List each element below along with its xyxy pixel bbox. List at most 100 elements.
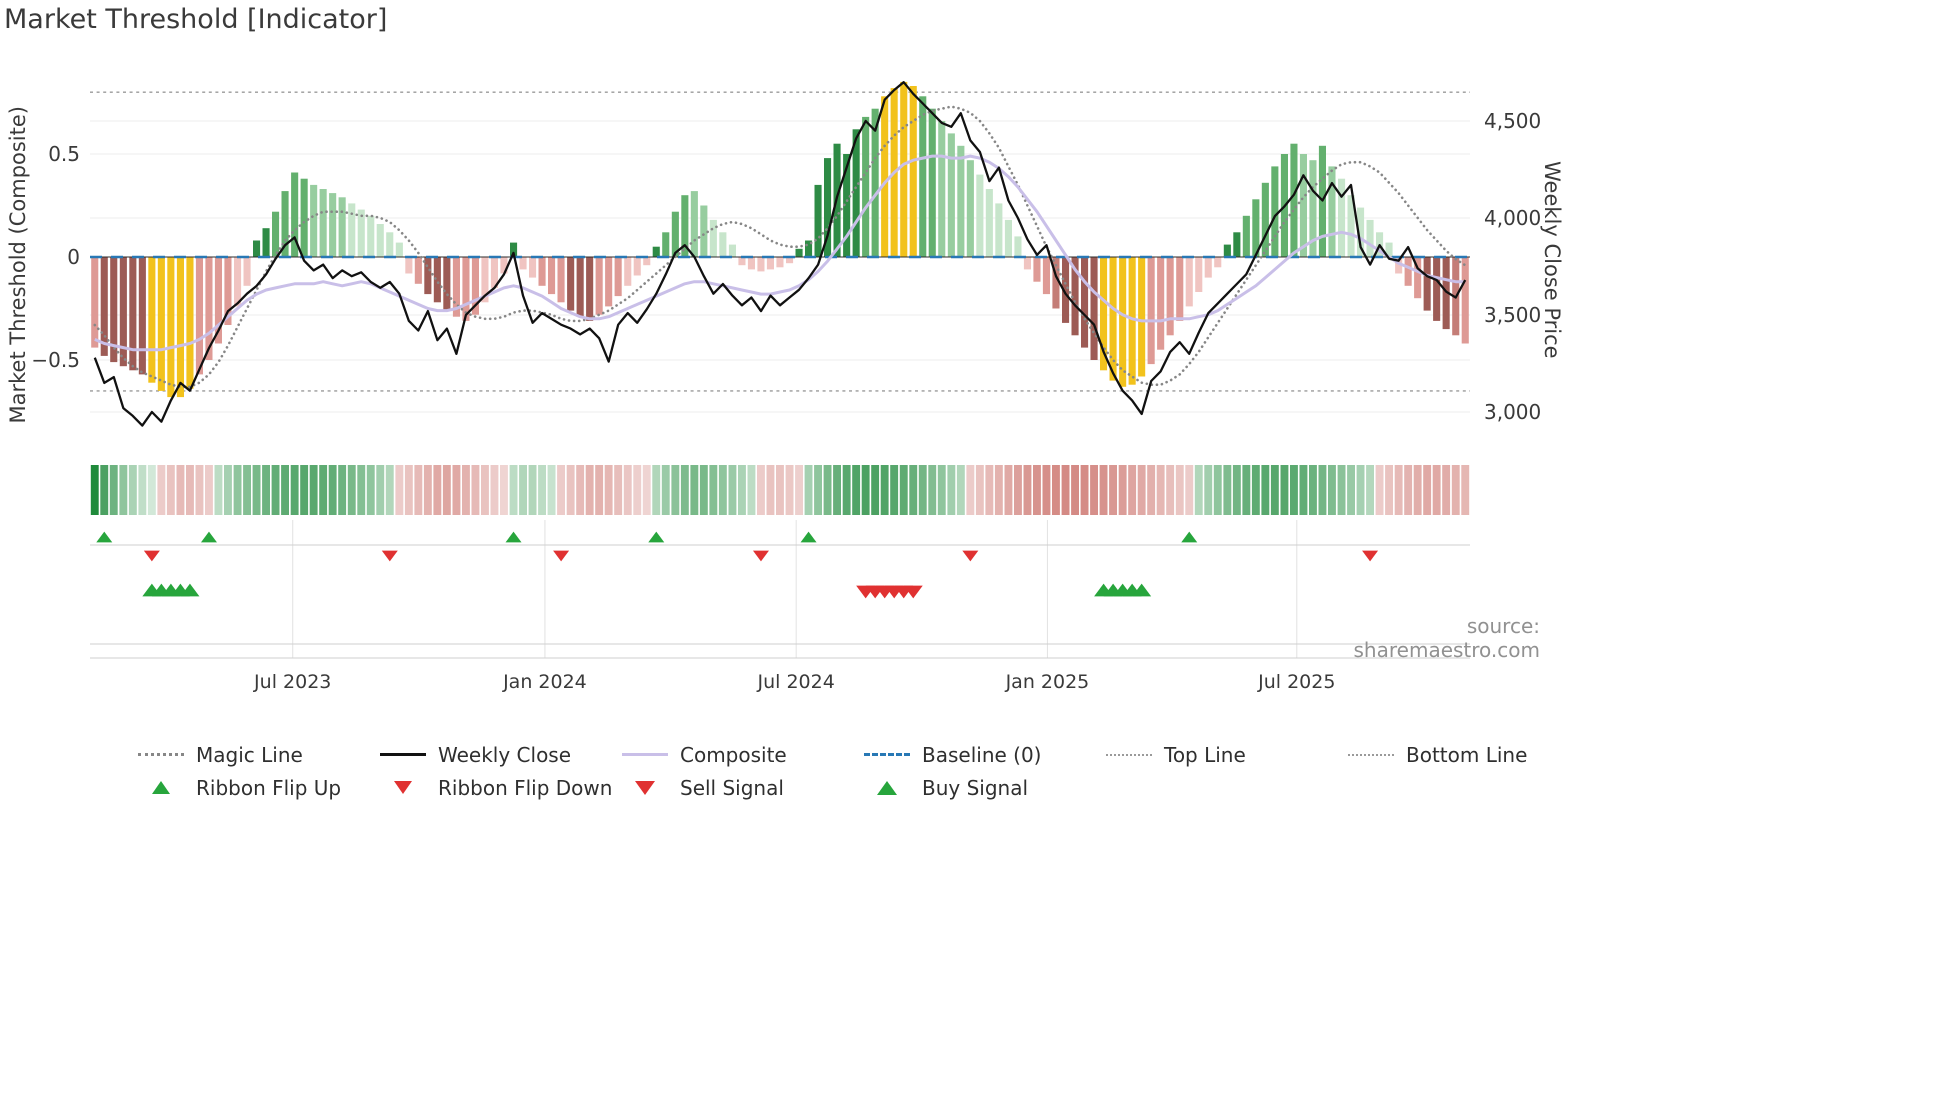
histogram-bar	[595, 257, 603, 315]
ribbon-cell	[1423, 465, 1432, 515]
ribbon-cell	[433, 465, 442, 515]
histogram-bar	[805, 240, 813, 257]
bottom-line-line-sample	[1348, 753, 1394, 756]
histogram-bar	[129, 257, 137, 371]
ribbon-cell	[395, 465, 404, 515]
ribbon-cell	[585, 465, 594, 515]
ribbon-cell	[509, 465, 518, 515]
histogram-bar	[1442, 257, 1450, 330]
histogram-bar	[947, 133, 955, 257]
ribbon-cell	[785, 465, 794, 515]
ribbon-cell	[1366, 465, 1374, 515]
histogram-bar	[624, 257, 632, 286]
ribbon-cell	[528, 465, 537, 515]
histogram-bar	[786, 257, 794, 264]
ribbon-cell	[728, 465, 737, 515]
ribbon-cell	[614, 465, 623, 515]
histogram-bar	[205, 257, 213, 360]
histogram-bar	[957, 145, 965, 257]
legend: Magic Line Weekly Close Composite Baseline …	[138, 738, 1590, 804]
ribbon-cell	[918, 465, 927, 515]
ribbon-cell	[880, 465, 889, 515]
ribbon-cell	[138, 465, 147, 515]
histogram-bar	[395, 242, 403, 257]
histogram-bar	[405, 257, 413, 274]
buy-signal-marker	[180, 583, 200, 597]
ribbon-cell	[519, 465, 527, 515]
ribbon-cell	[604, 465, 613, 515]
legend-item-ribbon-flip-down: Ribbon Flip Down	[380, 776, 622, 800]
ribbon-cell	[1251, 465, 1260, 515]
y-tick-label-right: 3,500	[1484, 303, 1541, 327]
histogram-bar	[681, 195, 689, 257]
histogram-bar	[719, 232, 727, 257]
histogram-bar	[214, 257, 222, 344]
histogram-bar	[1100, 257, 1108, 371]
legend-item-sell-signal: Sell Signal	[622, 776, 864, 800]
composite-line-sample	[622, 753, 668, 756]
composite-line	[94, 154, 1466, 352]
x-tick-label: Jul 2023	[253, 671, 331, 693]
ribbon-cell	[1137, 465, 1146, 515]
histogram-bar	[243, 257, 251, 286]
ribbon-cell	[1071, 465, 1079, 515]
histogram-bar	[462, 257, 470, 321]
histogram-bar	[1052, 257, 1060, 309]
ribbon-cell	[290, 465, 299, 515]
ribbon-cell	[452, 465, 461, 515]
x-tick-label: Jul 2024	[757, 671, 835, 693]
histogram-bar	[1252, 199, 1260, 257]
top-line-swatch	[1106, 753, 1152, 756]
histogram-bar	[690, 191, 698, 257]
ribbon-cell	[1385, 465, 1393, 515]
histogram-bar	[1271, 166, 1279, 257]
histogram-bar	[1147, 257, 1155, 365]
histogram-bar	[500, 257, 508, 274]
histogram-bar	[1204, 257, 1212, 278]
ribbon-cell	[147, 465, 156, 515]
histogram-bar	[1414, 257, 1422, 299]
ribbon-cell	[385, 465, 394, 515]
legend-label: Top Line	[1164, 742, 1246, 767]
histogram-bar	[652, 246, 660, 257]
histogram-bar	[1023, 257, 1031, 270]
legend-item-magic-line: Magic Line	[138, 743, 380, 767]
ribbon-cell	[1128, 465, 1137, 515]
legend-row-signals: Ribbon Flip Up Ribbon Flip Down Sell Signa…	[138, 771, 1590, 804]
histogram-bar	[1261, 182, 1269, 257]
ribbon-cell	[1166, 465, 1175, 515]
ribbon-cell	[214, 465, 223, 515]
ribbon-cell	[1080, 465, 1089, 515]
ribbon-cell	[481, 465, 489, 515]
histogram-bar	[157, 257, 165, 391]
histogram-bar	[862, 116, 870, 258]
ribbon-flip-up-marker	[800, 531, 817, 543]
histogram-bar	[1299, 154, 1307, 257]
legend-row-lines: Magic Line Weekly Close Composite Baseline …	[138, 738, 1590, 771]
ribbon-cell	[1156, 465, 1165, 515]
composite-swatch	[622, 753, 668, 756]
ribbon-cell	[442, 465, 451, 515]
ribbon-cell	[956, 465, 965, 515]
histogram-bar	[1357, 207, 1365, 257]
ribbon-cell	[718, 465, 727, 515]
ribbon-cell	[109, 465, 118, 515]
histogram-bar	[576, 257, 584, 317]
histogram-bar	[272, 211, 280, 257]
ribbon-cell	[176, 465, 185, 515]
histogram-bar	[614, 257, 622, 297]
histogram-bar	[985, 189, 993, 257]
ribbon-cell	[414, 465, 423, 515]
ribbon-flip-down-marker	[1362, 550, 1379, 562]
ribbon-cell	[404, 465, 413, 515]
legend-label: Baseline (0)	[922, 742, 1042, 767]
histogram-bar	[1138, 257, 1146, 377]
ribbon-cell	[462, 465, 470, 515]
ribbon-cell	[842, 465, 851, 515]
ribbon-cell	[1033, 465, 1041, 515]
ribbon-flip-down-icon	[380, 781, 426, 794]
page-title: Market Threshold [Indicator]	[4, 4, 388, 35]
ribbon-cell	[1232, 465, 1241, 515]
ribbon-cell	[1413, 465, 1422, 515]
